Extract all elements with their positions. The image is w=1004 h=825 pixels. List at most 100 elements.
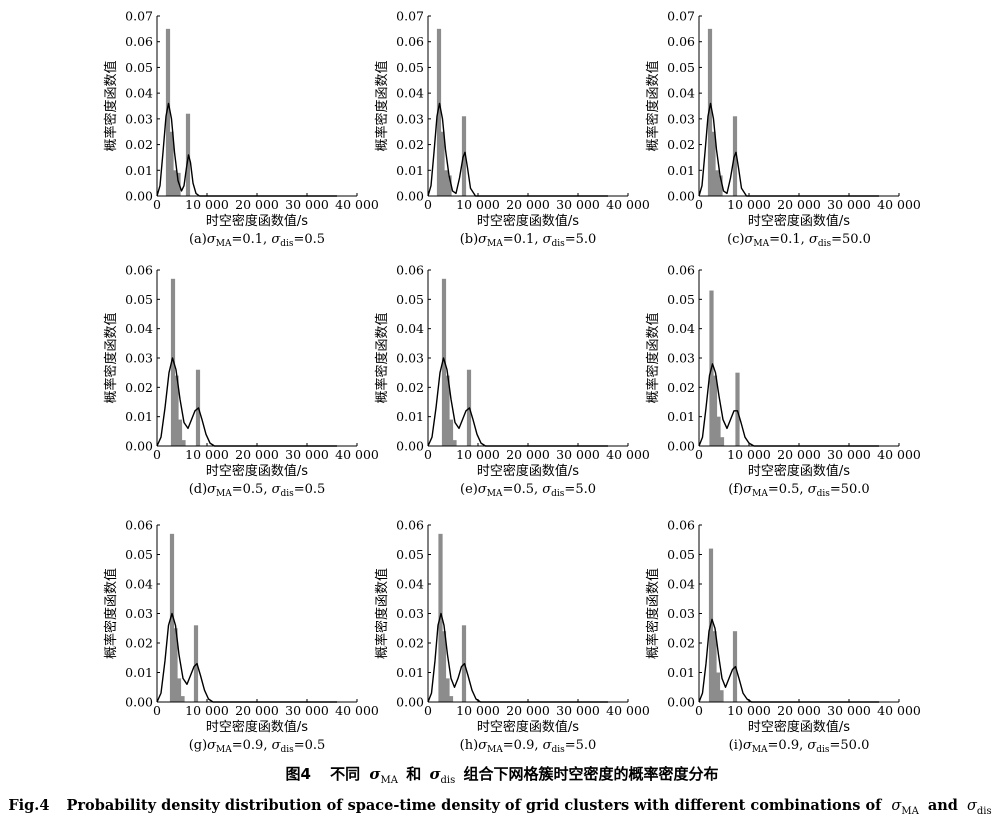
y-axis-label: 概率密度函数值 xyxy=(645,568,661,659)
panel-caption: (a)σMA=0.1, σdis=0.5 xyxy=(189,232,325,249)
histogram-bar xyxy=(714,170,720,196)
y-tick-label: 0.01 xyxy=(667,409,695,424)
caption-sigma-symbol: σ xyxy=(429,765,441,783)
y-tick-label: 0.00 xyxy=(667,439,695,454)
y-tick-label: 0.06 xyxy=(667,518,695,533)
density-curve-line xyxy=(156,612,337,703)
y-tick-label: 0.00 xyxy=(125,189,153,204)
caption-sigma-symbol: σ xyxy=(478,738,488,753)
y-tick-label: 0.05 xyxy=(667,547,695,562)
caption-sigma-symbol: σ xyxy=(891,798,902,814)
chart-panel: 0.00 0.01 0.02 0.03 0.04 0.05 0.06 0 10 000 20 00… xyxy=(374,263,650,500)
x-tick-label: 0 xyxy=(695,703,703,718)
density-curve-line xyxy=(427,612,608,703)
caption-sigma-symbol: σ xyxy=(743,738,753,753)
histogram-bar xyxy=(169,131,174,196)
caption-sigma-symbol: σ xyxy=(272,482,282,497)
y-tick-label: 0.03 xyxy=(396,351,424,366)
figure-caption-english-label: Fig.4 xyxy=(8,797,49,814)
x-tick-label: 0 xyxy=(424,703,432,718)
histogram-bar xyxy=(165,28,171,196)
y-axis-label: 概率密度函数值 xyxy=(103,60,119,151)
histogram-bar xyxy=(443,170,449,196)
x-tick-label: 30 000 xyxy=(827,703,871,718)
y-tick-label: 0.02 xyxy=(667,636,695,651)
x-axis-label: 时空密度函数值/s xyxy=(206,719,308,735)
histogram-bar xyxy=(735,372,740,446)
x-axis-label: 时空密度函数值/s xyxy=(748,463,850,479)
caption-sigma-symbol: σ xyxy=(207,738,217,753)
figure-caption-chinese-prefix: 不同 xyxy=(330,765,360,783)
histogram-bar xyxy=(176,678,182,702)
x-tick-label: 10 000 xyxy=(456,197,500,212)
caption-sigma-ma-subscript: MA xyxy=(216,745,232,755)
chart-panel: 0.00 0.01 0.02 0.03 0.04 0.05 0.06 0 10 000 20 00… xyxy=(645,518,921,756)
histogram-bar xyxy=(181,440,186,446)
panel-caption: (c)σMA=0.1, σdis=50.0 xyxy=(727,232,871,249)
caption-sigma-symbol: σ xyxy=(745,232,755,247)
caption-sigma-dis-subscript: dis xyxy=(977,806,992,817)
caption-sigma-symbol: σ xyxy=(807,738,817,753)
figure-caption-english-text: Probability density distribution of spac… xyxy=(67,797,884,814)
chart-panel: 0.00 0.01 0.02 0.03 0.04 0.05 0.06 0 10 000 20 00… xyxy=(374,518,650,756)
y-tick-label: 0.00 xyxy=(667,695,695,710)
caption-sigma-symbol: σ xyxy=(543,738,553,753)
caption-sigma-symbol: σ xyxy=(808,482,818,497)
histogram-bar xyxy=(719,437,725,446)
sigma-dis-value: =0.5 xyxy=(294,738,326,753)
y-tick-label: 0.05 xyxy=(396,547,424,562)
y-tick-label: 0.07 xyxy=(396,9,424,24)
histogram-bar xyxy=(448,696,454,702)
x-tick-label: 0 xyxy=(424,197,432,212)
x-tick-label: 40 000 xyxy=(877,197,921,212)
caption-sigma-symbol: σ xyxy=(271,232,281,247)
caption-sigma-ma-subscript: MA xyxy=(380,775,398,786)
histogram-bar xyxy=(169,533,175,702)
histogram-bar xyxy=(174,375,179,446)
y-tick-label: 0.00 xyxy=(396,439,424,454)
y-tick-label: 0.04 xyxy=(396,86,424,101)
x-tick-label: 40 000 xyxy=(606,447,650,462)
y-tick-label: 0.01 xyxy=(396,163,424,178)
histogram-bar xyxy=(180,696,185,702)
x-tick-label: 10 000 xyxy=(456,703,500,718)
density-curve-line xyxy=(698,363,879,447)
chart-panel: 0.00 0.01 0.02 0.03 0.04 0.05 0.06 0 10 000 20 00… xyxy=(645,263,921,500)
y-tick-label: 0.01 xyxy=(396,665,424,680)
y-tick-label: 0.03 xyxy=(125,351,153,366)
caption-sigma-symbol: σ xyxy=(478,482,488,497)
caption-sigma-symbol: σ xyxy=(967,798,978,814)
panel-caption: (i)σMA=0.9, σdis=50.0 xyxy=(729,738,870,755)
density-curve-line xyxy=(698,102,879,197)
y-tick-label: 0.05 xyxy=(396,60,424,75)
caption-sigma-symbol: σ xyxy=(543,232,553,247)
figure-caption-chinese-suffix: 组合下网格簇时空密度的概率密度分布 xyxy=(463,765,718,783)
y-tick-label: 0.01 xyxy=(125,163,153,178)
y-tick-label: 0.01 xyxy=(125,409,153,424)
caption-sigma-dis-subscript: dis xyxy=(280,239,294,249)
panel-caption: (d)σMA=0.5, σdis=0.5 xyxy=(189,482,326,499)
sigma-dis-value: =5.0 xyxy=(565,232,597,247)
histogram-bar xyxy=(445,375,450,446)
x-tick-label: 40 000 xyxy=(335,197,379,212)
y-tick-label: 0.05 xyxy=(125,292,153,307)
x-tick-label: 20 000 xyxy=(235,447,279,462)
y-tick-label: 0.02 xyxy=(125,380,153,395)
y-tick-label: 0.02 xyxy=(667,137,695,152)
x-tick-label: 30 000 xyxy=(556,703,600,718)
x-tick-label: 10 000 xyxy=(185,447,229,462)
caption-sigma-symbol: σ xyxy=(207,482,217,497)
sigma-ma-value: =0.9, xyxy=(503,738,543,753)
histogram-bar xyxy=(712,375,718,446)
y-tick-label: 0.00 xyxy=(125,439,153,454)
histogram-bar xyxy=(716,416,721,446)
x-tick-label: 30 000 xyxy=(556,447,600,462)
histogram-bar xyxy=(177,419,183,446)
sigma-ma-value: =0.1, xyxy=(231,232,271,247)
caption-sigma-symbol: σ xyxy=(478,232,488,247)
y-tick-label: 0.03 xyxy=(125,606,153,621)
caption-sigma-dis-subscript: dis xyxy=(280,745,294,755)
chart-panel: 0.00 0.01 0.02 0.03 0.04 0.05 0.06 0.07 0 10 000 2… xyxy=(103,9,379,250)
y-tick-label: 0.06 xyxy=(125,34,153,49)
